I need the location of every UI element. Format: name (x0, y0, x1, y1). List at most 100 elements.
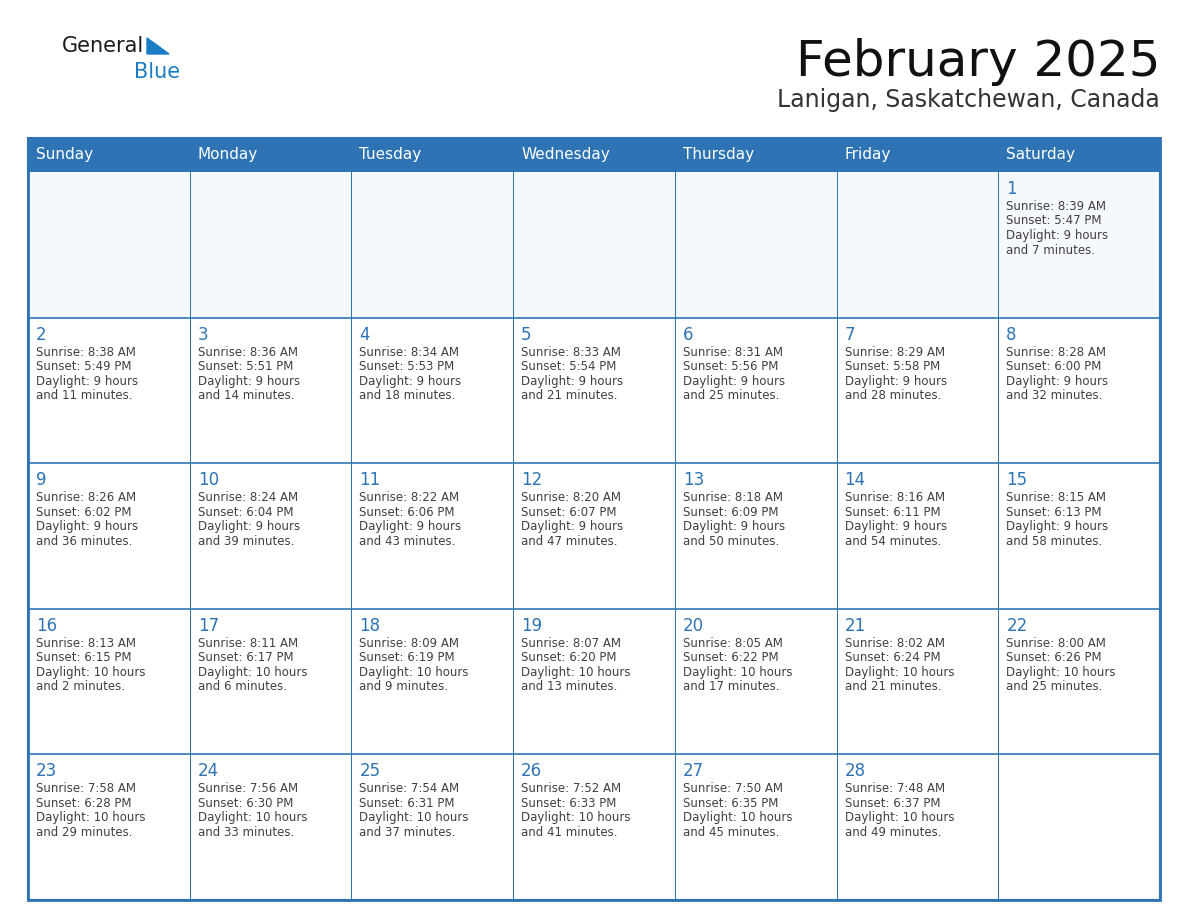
Text: and 43 minutes.: and 43 minutes. (360, 534, 456, 548)
Text: 10: 10 (197, 471, 219, 489)
Text: 13: 13 (683, 471, 704, 489)
Bar (352, 464, 513, 609)
Text: Sunset: 6:33 PM: Sunset: 6:33 PM (522, 797, 617, 810)
Text: Sunrise: 8:05 AM: Sunrise: 8:05 AM (683, 637, 783, 650)
Bar (675, 755, 836, 900)
Text: Daylight: 10 hours: Daylight: 10 hours (360, 812, 469, 824)
Text: 14: 14 (845, 471, 866, 489)
Text: Daylight: 10 hours: Daylight: 10 hours (522, 666, 631, 678)
Text: Friday: Friday (845, 148, 891, 162)
Text: 12: 12 (522, 471, 543, 489)
Text: Daylight: 10 hours: Daylight: 10 hours (522, 812, 631, 824)
Text: Sunset: 6:11 PM: Sunset: 6:11 PM (845, 506, 940, 519)
Text: Daylight: 10 hours: Daylight: 10 hours (1006, 666, 1116, 678)
Text: Daylight: 9 hours: Daylight: 9 hours (360, 521, 462, 533)
Bar (998, 609, 1159, 755)
Text: Sunrise: 8:29 AM: Sunrise: 8:29 AM (845, 345, 944, 359)
Text: and 33 minutes.: and 33 minutes. (197, 826, 293, 839)
Text: and 47 minutes.: and 47 minutes. (522, 534, 618, 548)
Text: Daylight: 9 hours: Daylight: 9 hours (36, 521, 138, 533)
Text: Daylight: 10 hours: Daylight: 10 hours (197, 666, 308, 678)
Text: 19: 19 (522, 617, 542, 635)
Text: and 21 minutes.: and 21 minutes. (522, 389, 618, 402)
Text: and 17 minutes.: and 17 minutes. (683, 680, 779, 693)
Text: Daylight: 9 hours: Daylight: 9 hours (197, 375, 299, 387)
Text: 11: 11 (360, 471, 380, 489)
Text: and 11 minutes.: and 11 minutes. (36, 389, 133, 402)
Bar (675, 138, 836, 172)
Text: Sunrise: 8:09 AM: Sunrise: 8:09 AM (360, 637, 460, 650)
Bar (836, 138, 998, 172)
Text: Sunrise: 8:13 AM: Sunrise: 8:13 AM (36, 637, 135, 650)
Text: February 2025: February 2025 (796, 38, 1159, 86)
Text: Tuesday: Tuesday (360, 148, 422, 162)
Text: Sunrise: 8:07 AM: Sunrise: 8:07 AM (522, 637, 621, 650)
Text: Sunrise: 8:38 AM: Sunrise: 8:38 AM (36, 345, 135, 359)
Text: and 14 minutes.: and 14 minutes. (197, 389, 295, 402)
Text: Sunset: 6:13 PM: Sunset: 6:13 PM (1006, 506, 1101, 519)
Text: Sunrise: 7:56 AM: Sunrise: 7:56 AM (197, 782, 298, 795)
Text: Daylight: 9 hours: Daylight: 9 hours (522, 375, 624, 387)
Bar (998, 172, 1159, 318)
Text: Saturday: Saturday (1006, 148, 1075, 162)
Text: and 54 minutes.: and 54 minutes. (845, 534, 941, 548)
Text: Sunset: 6:20 PM: Sunset: 6:20 PM (522, 651, 617, 665)
Text: 9: 9 (36, 471, 46, 489)
Text: Sunrise: 8:22 AM: Sunrise: 8:22 AM (360, 491, 460, 504)
Bar (836, 464, 998, 609)
Text: Daylight: 9 hours: Daylight: 9 hours (845, 521, 947, 533)
Text: Daylight: 9 hours: Daylight: 9 hours (683, 521, 785, 533)
Text: 5: 5 (522, 326, 532, 343)
Text: and 49 minutes.: and 49 minutes. (845, 826, 941, 839)
Text: Sunset: 6:30 PM: Sunset: 6:30 PM (197, 797, 293, 810)
Text: Sunset: 6:28 PM: Sunset: 6:28 PM (36, 797, 132, 810)
Text: Sunset: 6:37 PM: Sunset: 6:37 PM (845, 797, 940, 810)
Text: Sunset: 5:53 PM: Sunset: 5:53 PM (360, 360, 455, 373)
Text: Sunset: 5:56 PM: Sunset: 5:56 PM (683, 360, 778, 373)
Bar (998, 464, 1159, 609)
Text: Sunrise: 7:54 AM: Sunrise: 7:54 AM (360, 782, 460, 795)
Text: Daylight: 10 hours: Daylight: 10 hours (683, 812, 792, 824)
Text: and 2 minutes.: and 2 minutes. (36, 680, 125, 693)
Text: Daylight: 9 hours: Daylight: 9 hours (360, 375, 462, 387)
Text: Sunset: 5:49 PM: Sunset: 5:49 PM (36, 360, 132, 373)
Bar (836, 318, 998, 464)
Text: Daylight: 9 hours: Daylight: 9 hours (845, 375, 947, 387)
Bar (29, 138, 1159, 900)
Text: 15: 15 (1006, 471, 1028, 489)
Text: Daylight: 10 hours: Daylight: 10 hours (845, 666, 954, 678)
Text: Sunset: 6:17 PM: Sunset: 6:17 PM (197, 651, 293, 665)
Text: Daylight: 9 hours: Daylight: 9 hours (522, 521, 624, 533)
Text: Sunset: 5:54 PM: Sunset: 5:54 PM (522, 360, 617, 373)
Bar (513, 318, 675, 464)
Text: Wednesday: Wednesday (522, 148, 609, 162)
Text: Sunset: 6:31 PM: Sunset: 6:31 PM (360, 797, 455, 810)
Text: 28: 28 (845, 763, 866, 780)
Text: 2: 2 (36, 326, 46, 343)
Bar (352, 755, 513, 900)
Text: Sunrise: 8:24 AM: Sunrise: 8:24 AM (197, 491, 298, 504)
Text: Blue: Blue (134, 62, 181, 82)
Text: and 25 minutes.: and 25 minutes. (1006, 680, 1102, 693)
Text: and 18 minutes.: and 18 minutes. (360, 389, 456, 402)
Bar (352, 609, 513, 755)
Text: Daylight: 9 hours: Daylight: 9 hours (36, 375, 138, 387)
Text: and 25 minutes.: and 25 minutes. (683, 389, 779, 402)
Bar (190, 609, 352, 755)
Bar (29, 138, 190, 172)
Text: Sunset: 6:15 PM: Sunset: 6:15 PM (36, 651, 132, 665)
Text: and 41 minutes.: and 41 minutes. (522, 826, 618, 839)
Text: and 28 minutes.: and 28 minutes. (845, 389, 941, 402)
Bar (998, 755, 1159, 900)
Text: Daylight: 10 hours: Daylight: 10 hours (360, 666, 469, 678)
Text: Sunrise: 7:58 AM: Sunrise: 7:58 AM (36, 782, 135, 795)
Text: Sunrise: 8:33 AM: Sunrise: 8:33 AM (522, 345, 621, 359)
Text: Sunrise: 8:16 AM: Sunrise: 8:16 AM (845, 491, 944, 504)
Text: Sunset: 6:26 PM: Sunset: 6:26 PM (1006, 651, 1102, 665)
Text: 1: 1 (1006, 180, 1017, 198)
Text: Daylight: 9 hours: Daylight: 9 hours (683, 375, 785, 387)
Text: Sunrise: 8:39 AM: Sunrise: 8:39 AM (1006, 200, 1106, 213)
Bar (675, 609, 836, 755)
Text: Daylight: 9 hours: Daylight: 9 hours (1006, 521, 1108, 533)
Text: Sunrise: 8:28 AM: Sunrise: 8:28 AM (1006, 345, 1106, 359)
